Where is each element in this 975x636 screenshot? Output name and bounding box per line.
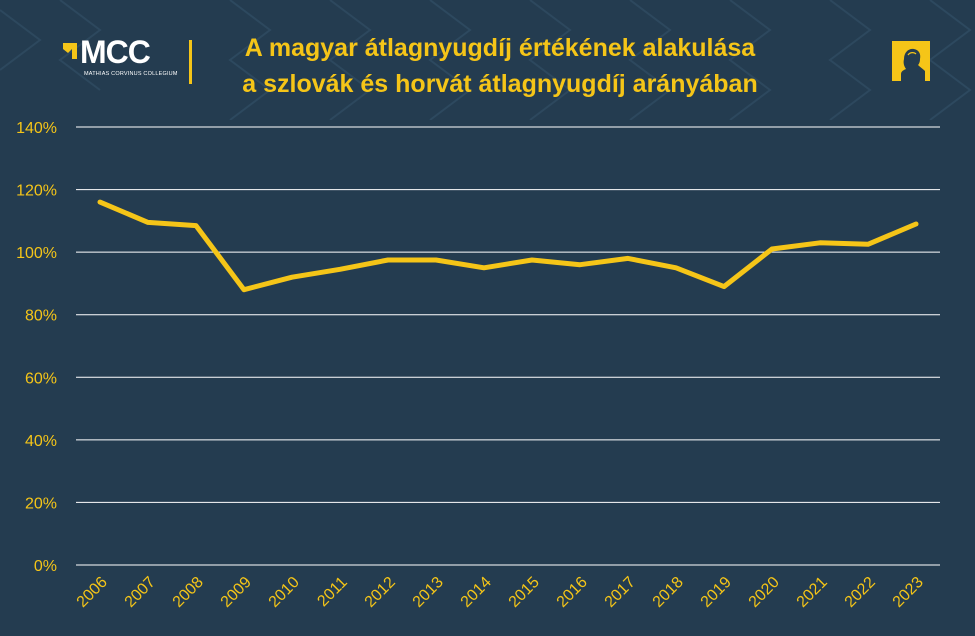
portrait-silhouette-icon	[892, 41, 930, 81]
y-tick-label: 0%	[34, 558, 57, 575]
background-pattern	[0, 0, 972, 120]
y-tick-label: 80%	[25, 308, 57, 325]
x-tick-label: 2006	[74, 574, 111, 611]
x-tick-label: 2014	[458, 574, 495, 611]
x-tick-label: 2016	[554, 574, 591, 611]
x-tick-label: 2013	[410, 574, 447, 611]
x-tick-label: 2007	[122, 574, 159, 611]
x-tick-label: 2008	[170, 574, 207, 611]
x-tick-label: 2023	[890, 574, 927, 611]
logo-text: MCC	[80, 34, 151, 70]
x-axis-tick-labels: 2006 2007 2008 2009 2010 2011 2012 2013 2014 2015…	[74, 574, 927, 611]
y-tick-label: 60%	[25, 370, 57, 387]
x-tick-label: 2022	[842, 574, 879, 611]
logo-subtitle: MATHIAS CORVINUS COLLEGIUM	[84, 71, 178, 77]
logo-mark-icon	[63, 43, 77, 59]
x-tick-label: 2020	[746, 574, 783, 611]
x-tick-label: 2015	[506, 574, 543, 611]
series-group	[97, 199, 919, 293]
chart-title: A magyar átlagnyugdíj értékének alakulás…	[200, 30, 800, 102]
x-tick-label: 2018	[650, 574, 687, 611]
x-tick-label: 2011	[314, 574, 350, 610]
x-tick-label: 2012	[362, 574, 399, 611]
y-tick-label: 40%	[25, 433, 57, 450]
y-tick-label: 20%	[25, 495, 57, 512]
mcc-logo: MCC MATHIAS CORVINUS COLLEGIUM	[62, 36, 182, 84]
chart-title-line-1: A magyar átlagnyugdíj értékének alakulás…	[244, 34, 756, 62]
x-tick-label: 2021	[794, 574, 831, 611]
x-tick-label: 2019	[698, 574, 735, 611]
x-tick-label: 2017	[602, 574, 639, 611]
y-tick-label: 140%	[16, 120, 57, 137]
title-divider	[189, 40, 192, 84]
x-tick-label: 2010	[266, 574, 303, 611]
x-tick-label: 2009	[218, 574, 255, 611]
y-tick-label: 120%	[16, 183, 57, 200]
gridlines	[76, 126, 940, 566]
y-axis-tick-labels: 0% 20% 40% 60% 80% 100% 120% 140%	[16, 120, 57, 575]
y-tick-label: 100%	[16, 245, 57, 262]
chart-title-line-2: a szlovák és horvát átlagnyugdíj arányáb…	[242, 70, 758, 98]
series-line	[97, 199, 919, 293]
